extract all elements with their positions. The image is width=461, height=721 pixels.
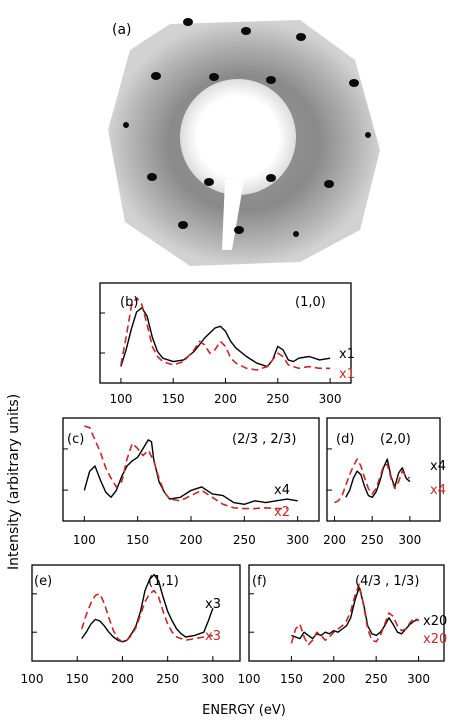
x-tick-label: 300 [398,533,421,547]
experiment-curve [291,586,419,640]
x-tick-label: 100 [109,392,132,406]
x-axis-label: ENERGY (eV) [202,703,286,718]
experiment-scale-label: x3 [205,597,221,612]
experiment-curve [83,439,298,505]
x-tick-label: 250 [365,672,388,686]
center-hole [180,79,296,195]
panel-f: 100 150 200 250 300 (f) (4/3 , 1/3) x20 x20 [238,564,447,686]
x-tick-label: 250 [266,392,289,406]
experiment-curve [120,307,331,368]
image-panel-label: (a) [112,22,132,38]
x-tick-label: 200 [323,533,346,547]
beam-label: (2/3 , 2/3) [232,432,296,447]
experiment-scale-label: x20 [423,614,447,629]
x-tick-label: 200 [180,533,203,547]
panel-f-frame [248,564,445,662]
x-tick-label: 150 [126,533,149,547]
panel-e: 100 150 200 250 300 (e) (1,1) x3 x3 [21,564,241,686]
experiment-scale-label: x4 [430,459,446,474]
x-tick-label: 250 [233,533,256,547]
panel-label: (e) [34,574,52,589]
theory-scale-label: x3 [205,629,221,644]
panel-c: 100 150 200 250 300 (c) (2/3 , 2/3) x4 x2 [62,417,320,547]
x-tick-label: 300 [201,672,224,686]
x-tick-label: 300 [286,533,309,547]
x-tick-label: 150 [66,672,89,686]
spectra-panels: 100 150 200 250 300 (b) (1,0) x1 x1 100 150 200 250 3… [21,282,447,686]
panel-label: (d) [336,432,354,447]
electron-gun-shadow [222,180,244,250]
panel-label: (c) [67,432,84,447]
y-axis-label: Intensity (arbitrary units) [6,394,22,570]
panel-label: (f) [252,574,267,589]
x-tick-label: 250 [156,672,179,686]
theory-curve [290,583,420,646]
theory-scale-label: x20 [423,632,447,647]
x-tick-label: 200 [111,672,134,686]
beam-label: (1,0) [295,295,326,310]
panel-d: 200 250 300 (d) (2,0) x4 x4 [323,417,446,547]
theory-curve [80,589,214,643]
theory-curve [334,458,411,504]
x-tick-label: 100 [73,533,96,547]
x-tick-label: 250 [361,533,384,547]
panel-d-frame [326,417,441,522]
x-tick-label: 200 [214,392,237,406]
theory-scale-label: x2 [274,505,290,520]
panel-e-frame [31,564,241,662]
x-tick-label: 100 [238,672,261,686]
theory-scale-label: x4 [430,483,446,498]
experiment-curve [81,573,214,643]
x-tick-label: 200 [322,672,345,686]
experiment-scale-label: x1 [339,347,355,362]
experiment-scale-label: x4 [274,483,290,498]
beam-label: (1,1) [148,574,179,589]
panel-label: (b) [120,295,138,310]
beam-label: (4/3 , 1/3) [355,574,419,589]
x-tick-label: 150 [162,392,185,406]
panel-b: 100 150 200 250 300 (b) (1,0) x1 x1 [99,282,355,406]
leed-pattern-image: (a) [108,18,380,266]
x-tick-label: 300 [319,392,342,406]
theory-scale-label: x1 [339,367,355,382]
diffraction-spots [123,18,371,237]
x-tick-label: 300 [407,672,430,686]
x-tick-label: 100 [21,672,44,686]
experiment-curve [345,458,411,498]
x-tick-label: 150 [280,672,303,686]
beam-label: (2,0) [380,432,411,447]
